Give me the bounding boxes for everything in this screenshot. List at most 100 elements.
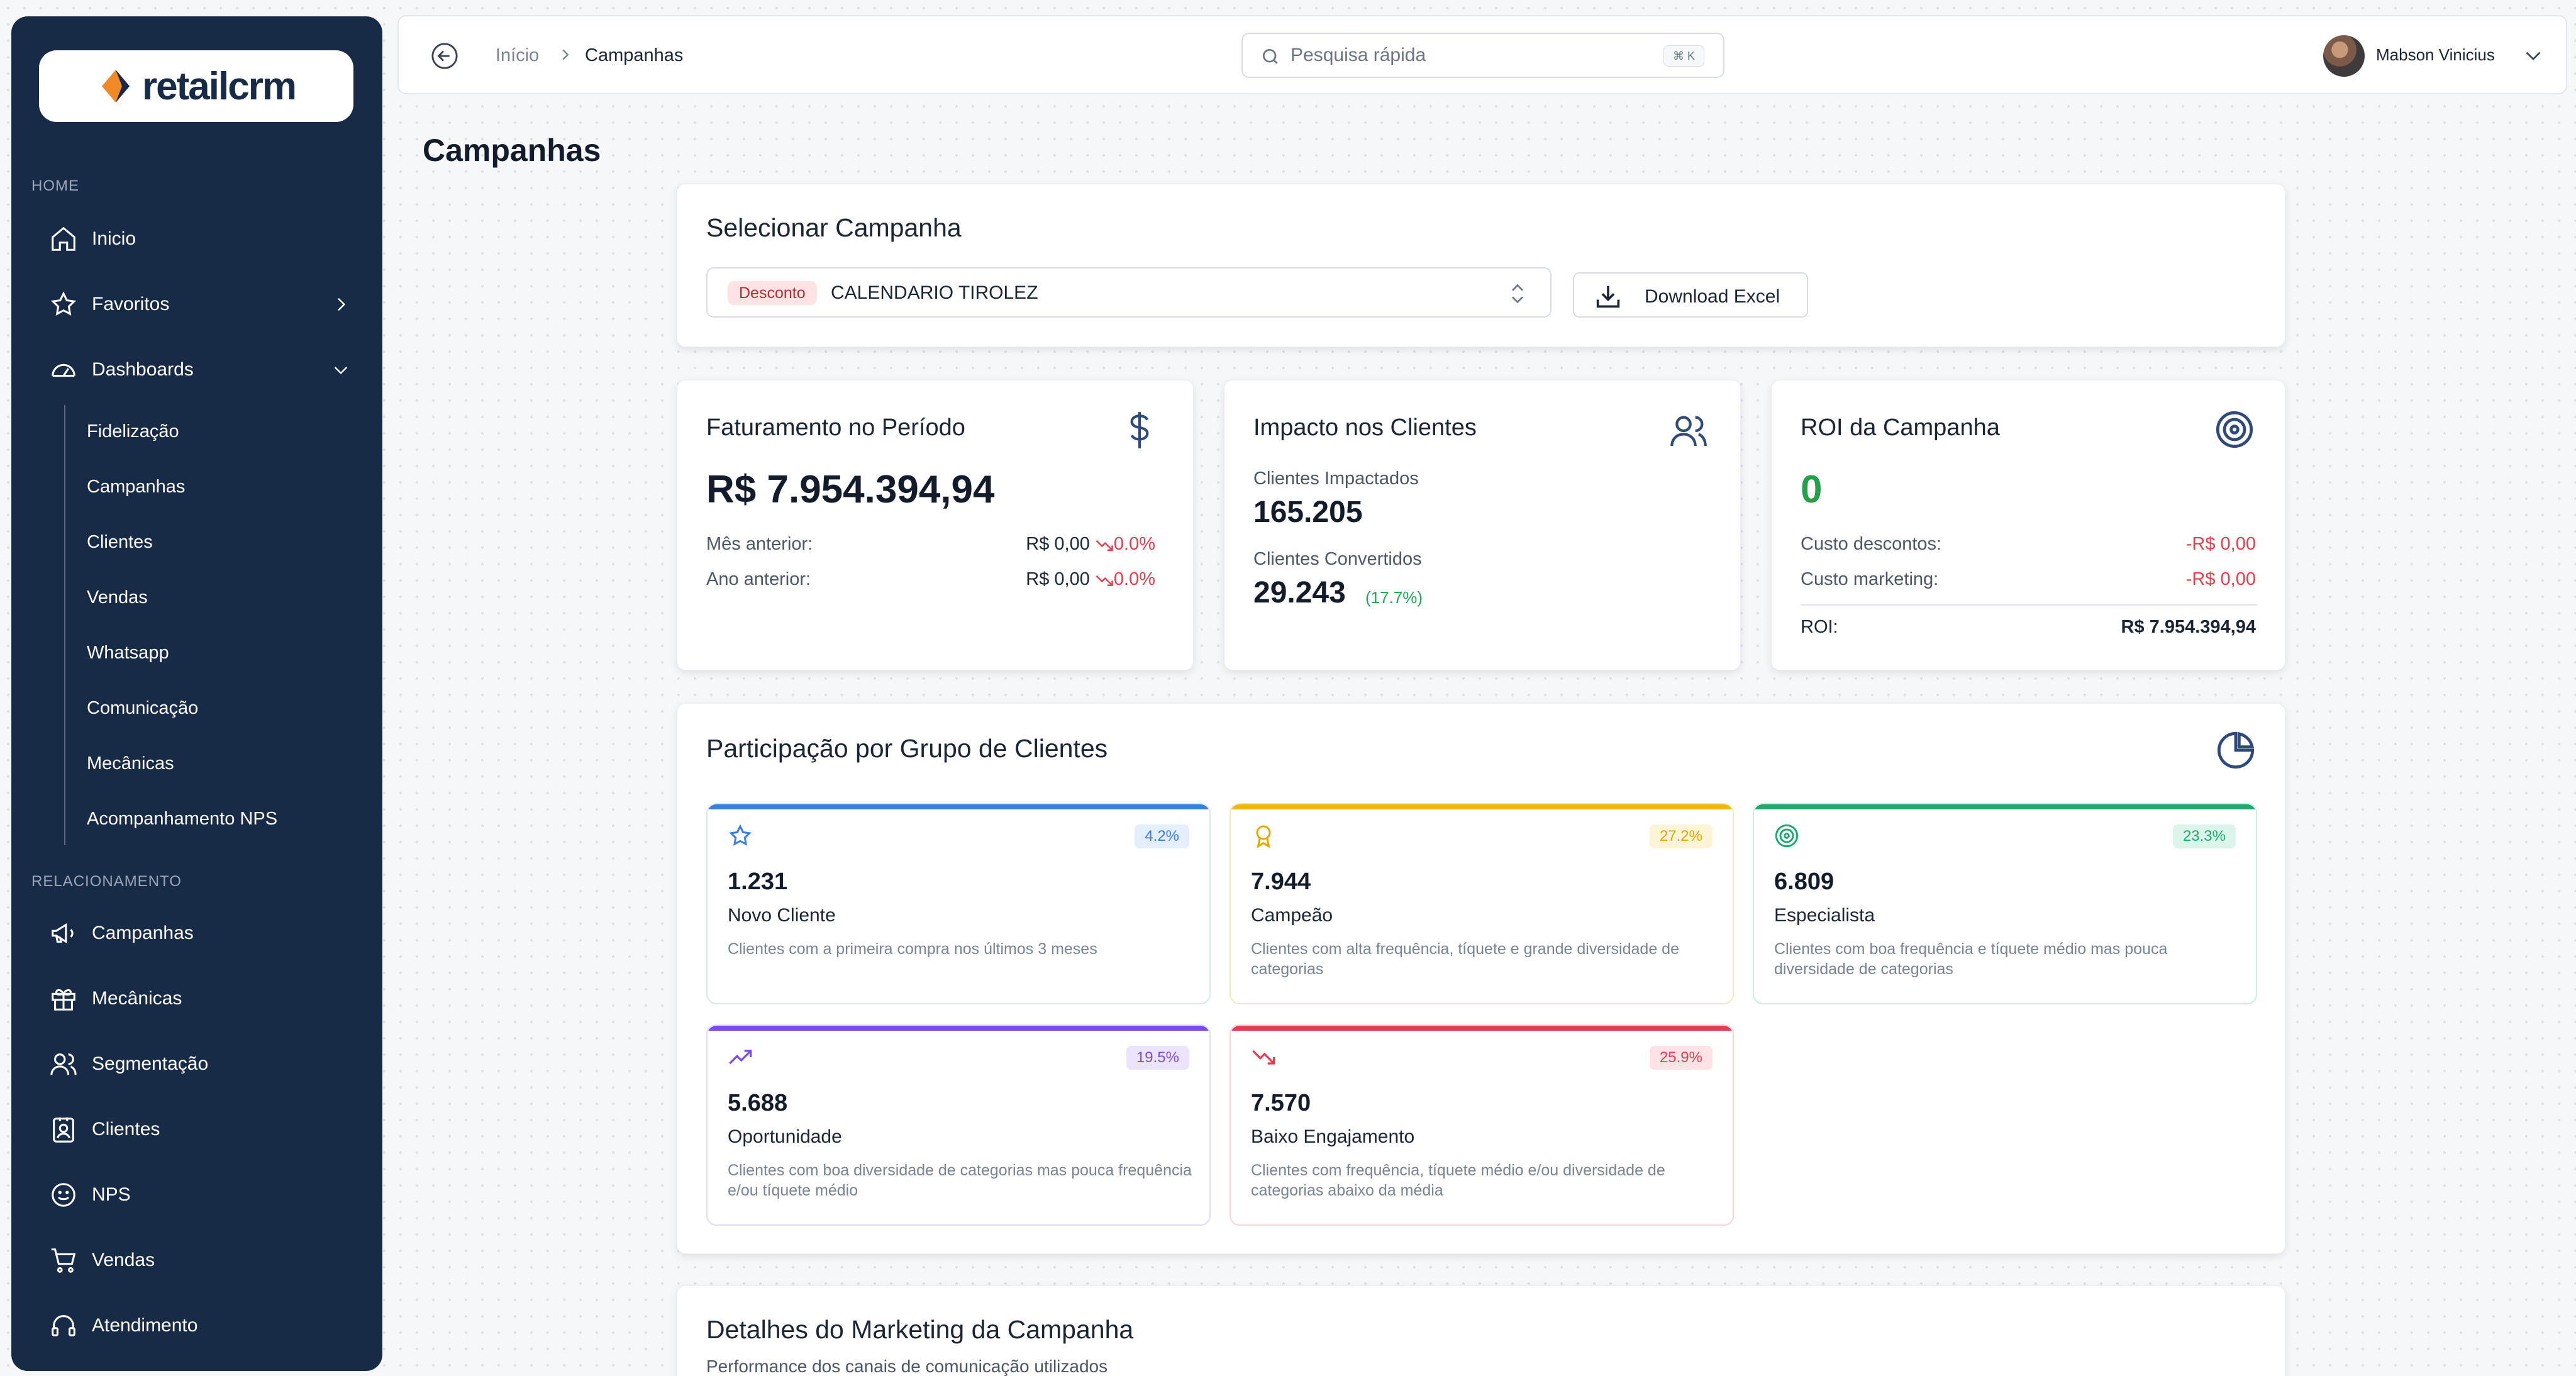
custo-marketing-value: -R$ 0,00	[2185, 569, 2256, 589]
group-card-baixo-engajamento[interactable]: 25.9% 7.570 Baixo Engajamento Clientes c…	[1230, 1024, 1734, 1226]
gauge-icon	[52, 363, 75, 377]
marketing-title: Detalhes do Marketing da Campanha	[706, 1315, 1134, 1344]
breadcrumb-campanhas: Campanhas	[585, 45, 684, 65]
ano-anterior-row: R$ 0,00 0.0%	[967, 569, 1155, 590]
sidebar-item-vendas[interactable]: Vendas	[49, 1240, 357, 1280]
megaphone-icon	[52, 923, 74, 944]
group-accent-line	[708, 804, 1209, 809]
users-icon	[1670, 416, 1707, 447]
sidebar-subitem-fidelizacao[interactable]: Fidelização	[87, 421, 179, 441]
select-campaign-title: Selecionar Campanha	[706, 213, 962, 242]
impacto-card: Impacto nos Clientes Clientes Impactados…	[1224, 380, 1741, 670]
marketing-card: Detalhes do Marketing da Campanha Perfor…	[677, 1285, 2285, 1376]
group-desc: Clientes com a primeira compra nos últim…	[728, 940, 1097, 958]
group-count: 6.809	[1774, 868, 1835, 895]
sidebar-item-label: Favoritos	[92, 294, 170, 314]
roi-total-value: R$ 7.954.394,94	[2121, 617, 2256, 637]
mes-anterior-label: Mês anterior:	[706, 534, 813, 554]
roi-value: 0	[1801, 468, 1823, 511]
star-icon	[50, 291, 77, 316]
download-icon	[1596, 286, 1620, 308]
group-card-campeao[interactable]: 27.2% 7.944 Campeão Clientes com alta fr…	[1230, 803, 1734, 1004]
sidebar-item-label: Dashboards	[92, 359, 194, 380]
group-count: 5.688	[728, 1090, 788, 1116]
gift-icon	[52, 989, 75, 1011]
shortcut-hint: ⌘ K	[1663, 45, 1704, 67]
marketing-subtitle: Performance dos canais de comunicação ut…	[706, 1357, 1108, 1376]
roi-total-label: ROI:	[1801, 617, 1838, 637]
sidebar-subitem-whatsapp[interactable]: Whatsapp	[87, 643, 169, 663]
sidebar-item-segmentacao[interactable]: Segmentação	[49, 1044, 357, 1084]
mes-anterior-row: R$ 0,00 0.0%	[967, 534, 1155, 555]
headset-icon	[52, 1315, 75, 1336]
back-arrow-icon[interactable]	[430, 42, 459, 70]
contact-icon	[53, 1117, 74, 1143]
sidebar-item-label: Mecânicas	[92, 988, 182, 1009]
group-card-oportunidade[interactable]: 19.5% 5.688 Oportunidade Clientes com bo…	[706, 1024, 1211, 1226]
logo-mark-icon	[102, 70, 130, 103]
mes-anterior-change: 0.0%	[1113, 534, 1155, 554]
sidebar-subitem-campanhas[interactable]: Campanhas	[87, 477, 186, 497]
target-icon	[1775, 824, 1799, 848]
group-pct-badge: 25.9%	[1649, 1046, 1713, 1070]
sidebar-item-label: Clientes	[92, 1119, 160, 1140]
group-desc: Clientes com frequência, tíquete médio e…	[1251, 1162, 1665, 1199]
roi-card: ROI da Campanha 0 Custo descontos: -R$ 0…	[1771, 380, 2285, 670]
sidebar-item-label: Campanhas	[92, 923, 194, 943]
group-count: 1.231	[728, 868, 788, 895]
faturamento-value: R$ 7.954.394,94	[706, 468, 995, 511]
group-accent-line	[1231, 1026, 1733, 1031]
group-pct-badge: 4.2%	[1135, 824, 1189, 848]
group-desc: Clientes com boa frequência e tíquete mé…	[1774, 940, 2168, 978]
sidebar-item-nps[interactable]: NPS	[49, 1175, 357, 1215]
custo-descontos-label: Custo descontos:	[1801, 534, 1942, 554]
sidebar-subitem-comunicacao[interactable]: Comunicação	[87, 698, 199, 718]
ano-anterior-value: R$ 0,00	[1026, 569, 1090, 589]
sidebar-subitem-clientes[interactable]: Clientes	[87, 532, 153, 552]
search-box[interactable]: ⌘ K	[1241, 33, 1724, 78]
custo-marketing-label: Custo marketing:	[1801, 569, 1939, 589]
sidebar-item-atendimento[interactable]: Atendimento	[49, 1306, 357, 1346]
faturamento-card: Faturamento no Período R$ 7.954.394,94 M…	[677, 380, 1194, 670]
avatar[interactable]	[2323, 35, 2365, 77]
group-card-novo-cliente[interactable]: 4.2% 1.231 Novo Cliente Clientes com a p…	[706, 803, 1211, 1004]
group-card-especialista[interactable]: 23.3% 6.809 Especialista Clientes com bo…	[1753, 803, 2257, 1004]
sidebar-item-inicio[interactable]: Inicio	[49, 219, 357, 259]
section-relacionamento-label: RELACIONAMENTO	[31, 873, 182, 890]
group-pct-badge: 19.5%	[1126, 1046, 1189, 1070]
sidebar-subitem-vendas[interactable]: Vendas	[87, 587, 148, 608]
section-home-label: HOME	[31, 177, 79, 194]
trending-down-icon	[1096, 540, 1113, 552]
custo-descontos-value: -R$ 0,00	[2185, 534, 2256, 554]
download-excel-button[interactable]: Download Excel	[1573, 272, 1808, 318]
breadcrumb-inicio[interactable]: Início	[496, 45, 540, 65]
group-name: Campeão	[1251, 905, 1333, 926]
sidebar-item-campanhas[interactable]: Campanhas	[49, 913, 357, 953]
sidebar-item-clientes[interactable]: Clientes	[49, 1109, 357, 1150]
chevron-down-icon[interactable]	[2522, 44, 2545, 67]
users-icon	[50, 1053, 77, 1075]
campaign-select[interactable]: Desconto CALENDARIO TIROLEZ	[706, 267, 1552, 318]
group-desc: Clientes com boa diversidade de categori…	[728, 1162, 1192, 1199]
converted-label: Clientes Convertidos	[1253, 549, 1422, 569]
sidebar-subitem-nps[interactable]: Acompanhamento NPS	[87, 809, 278, 829]
sidebar-item-mecanicas[interactable]: Mecânicas	[49, 979, 357, 1019]
sidebar-item-favoritos[interactable]: Favoritos	[49, 284, 357, 325]
participacao-title: Participação por Grupo de Clientes	[706, 734, 1108, 763]
sidebar-item-dashboards[interactable]: Dashboards	[49, 350, 357, 390]
user-name[interactable]: Mabson Vinicius	[2376, 45, 2495, 64]
group-name: Novo Cliente	[728, 905, 836, 926]
topbar: Início Campanhas ⌘ K Mabson Vinicius	[397, 15, 2567, 94]
group-count: 7.570	[1251, 1090, 1311, 1116]
trending-up-icon	[729, 1050, 752, 1065]
converted-value: 29.243	[1253, 576, 1346, 609]
logo[interactable]: retailcrm	[39, 50, 353, 122]
chevrons-updown-icon	[1512, 284, 1523, 304]
cart-icon	[51, 1248, 76, 1273]
select-campaign-card: Selecionar Campanha Desconto CALENDARIO …	[677, 184, 2285, 347]
sidebar-subitem-mecanicas[interactable]: Mecânicas	[87, 753, 174, 774]
participacao-card: Participação por Grupo de Clientes 4.2% …	[677, 703, 2285, 1254]
search-input[interactable]	[1291, 43, 1643, 68]
group-accent-line	[1231, 804, 1733, 809]
sidebar-item-label: Vendas	[92, 1250, 155, 1270]
